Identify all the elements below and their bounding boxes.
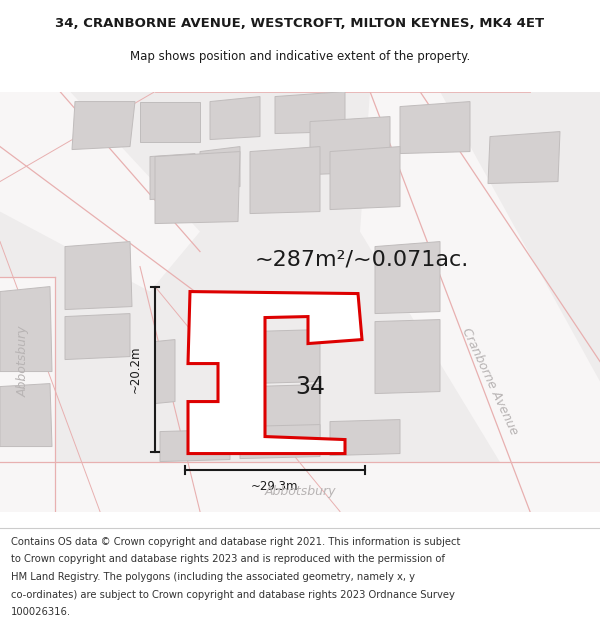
Text: Abbotsbury: Abbotsbury [17, 326, 29, 398]
Text: Map shows position and indicative extent of the property.: Map shows position and indicative extent… [130, 50, 470, 62]
Polygon shape [160, 429, 230, 461]
Polygon shape [140, 101, 200, 141]
Polygon shape [275, 91, 345, 134]
Polygon shape [250, 146, 320, 214]
Polygon shape [200, 146, 240, 189]
Polygon shape [375, 241, 440, 314]
Polygon shape [488, 131, 560, 184]
Polygon shape [155, 339, 175, 404]
Text: to Crown copyright and database rights 2023 and is reproduced with the permissio: to Crown copyright and database rights 2… [11, 554, 445, 564]
Polygon shape [250, 384, 320, 449]
Polygon shape [0, 461, 600, 511]
Polygon shape [72, 101, 135, 149]
Text: 34, CRANBORNE AVENUE, WESTCROFT, MILTON KEYNES, MK4 4ET: 34, CRANBORNE AVENUE, WESTCROFT, MILTON … [55, 17, 545, 30]
Text: ~20.2m: ~20.2m [128, 346, 142, 393]
Text: 100026316.: 100026316. [11, 607, 71, 617]
Polygon shape [210, 96, 260, 139]
Polygon shape [0, 384, 52, 446]
Polygon shape [360, 91, 600, 511]
Polygon shape [0, 276, 55, 511]
Polygon shape [155, 151, 240, 224]
Polygon shape [240, 424, 320, 459]
Text: ~287m²/~0.071ac.: ~287m²/~0.071ac. [255, 249, 469, 269]
Text: 34: 34 [295, 374, 325, 399]
Polygon shape [330, 419, 400, 456]
Text: Contains OS data © Crown copyright and database right 2021. This information is : Contains OS data © Crown copyright and d… [11, 537, 460, 547]
Text: co-ordinates) are subject to Crown copyright and database rights 2023 Ordnance S: co-ordinates) are subject to Crown copyr… [11, 589, 455, 599]
Text: ~29.3m: ~29.3m [251, 480, 299, 493]
Polygon shape [400, 101, 470, 154]
Polygon shape [65, 314, 130, 359]
Polygon shape [65, 241, 132, 309]
Polygon shape [188, 291, 362, 454]
Polygon shape [330, 146, 400, 209]
Polygon shape [250, 329, 320, 384]
Polygon shape [310, 116, 390, 174]
Polygon shape [375, 319, 440, 394]
Polygon shape [0, 286, 52, 371]
Text: Abbotsbury: Abbotsbury [264, 485, 336, 498]
Polygon shape [150, 154, 195, 199]
Text: HM Land Registry. The polygons (including the associated geometry, namely x, y: HM Land Registry. The polygons (includin… [11, 572, 415, 582]
Polygon shape [0, 91, 200, 291]
Text: Cranborne Avenue: Cranborne Avenue [460, 326, 521, 437]
